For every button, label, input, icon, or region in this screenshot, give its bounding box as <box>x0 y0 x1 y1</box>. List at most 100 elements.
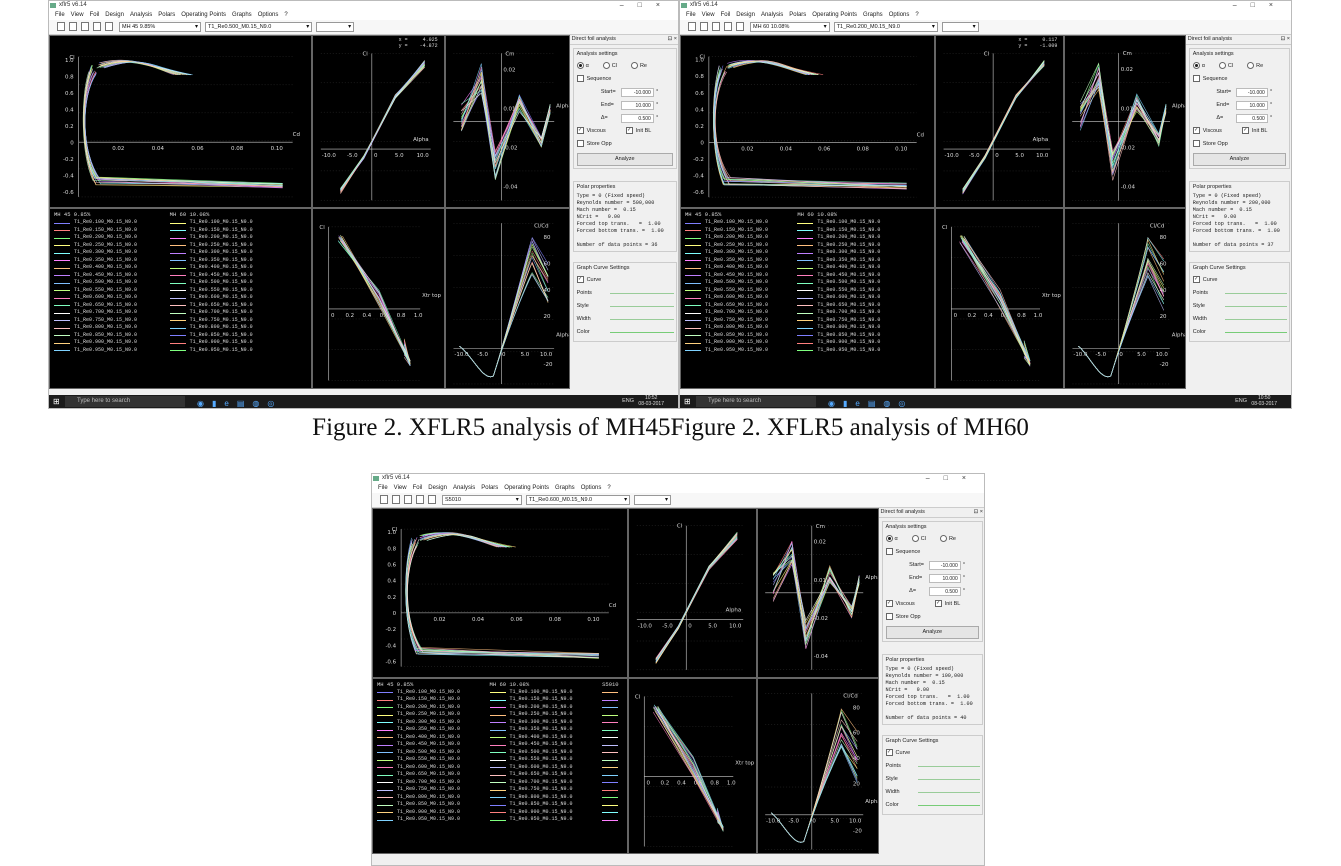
save-icon[interactable] <box>712 22 720 31</box>
legend-row[interactable]: T1_Re0.550_M0.15_N9.0 <box>797 287 880 295</box>
legend-row[interactable] <box>602 801 622 809</box>
taskbar-search-box[interactable]: Type here to search <box>65 396 185 407</box>
radio-alpha[interactable]: α <box>885 535 898 543</box>
legend-row[interactable]: T1_Re0.250_M0.15_N9.0 <box>797 242 880 250</box>
legend-row[interactable]: T1_Re0.300_M0.15_N9.0 <box>685 249 768 257</box>
legend-row[interactable]: T1_Re0.400_M0.15_N9.0 <box>797 264 880 272</box>
sequence-checkbox[interactable] <box>576 75 584 83</box>
system-tray[interactable]: ENG <box>1235 395 1247 408</box>
legend-row[interactable]: T1_Re0.900_M0.15_N9.0 <box>169 339 253 347</box>
start-icon[interactable]: ⊞ <box>53 397 60 406</box>
new-file-icon[interactable] <box>57 22 65 31</box>
width-row[interactable]: Width <box>577 313 674 326</box>
legend-row[interactable]: T1_Re0.400_M0.15_N9.0 <box>489 734 573 742</box>
legend-row[interactable]: T1_Re0.300_M0.15_N9.0 <box>489 719 573 727</box>
store-opp-checkbox[interactable] <box>576 140 584 148</box>
polar-select[interactable]: T1_Re0.600_M0.15_N9.0 <box>525 495 631 505</box>
analyze-button[interactable]: Analyze <box>1192 153 1286 166</box>
legend-row[interactable]: T1_Re0.450_M0.15_N9.0 <box>169 272 253 280</box>
open-file-icon[interactable] <box>69 22 77 31</box>
legend-row[interactable]: T1_Re0.500_M0.15_N9.0 <box>797 279 880 287</box>
legend-row[interactable]: T1_Re0.200_M0.15_N9.0 <box>797 234 880 242</box>
polar-select[interactable]: T1_Re0.200_M0.15_N9.0 <box>833 22 938 32</box>
legend-row[interactable]: T1_Re0.650_M0.15_N9.0 <box>169 302 253 310</box>
legend-row[interactable] <box>602 696 622 704</box>
save-icon[interactable] <box>81 22 89 31</box>
legend-row[interactable] <box>602 734 622 742</box>
opp-select[interactable] <box>634 495 672 505</box>
radio-re-button[interactable] <box>630 62 638 70</box>
menu-item-view[interactable]: View <box>393 485 407 491</box>
foil-direct-icon[interactable] <box>416 495 424 504</box>
legend-row[interactable]: T1_Re0.200_M0.15_N9.0 <box>54 234 137 242</box>
polar-graph[interactable]: Cl Cd 0.02 0.04 0.06 0.08 0.10 1.0 0.8 0.6 0.4 0.2 0… <box>680 35 936 209</box>
system-tray[interactable]: ENG <box>622 395 634 408</box>
legend-row[interactable]: T1_Re0.250_M0.15_N9.0 <box>685 242 768 250</box>
menu-item-options[interactable]: Options <box>888 12 910 18</box>
delta-input[interactable]: 0.500 <box>1235 114 1268 123</box>
radio-cl-button[interactable] <box>1218 62 1226 70</box>
menu-item-view[interactable]: View <box>70 12 84 18</box>
legend-row[interactable]: T1_Re0.150_M0.15_N9.0 <box>54 227 137 235</box>
curve-checkbox[interactable]: ✓ <box>885 749 893 757</box>
clcd-graph[interactable]: Cl/CdAlpha80604020-20-10.0-5.005.010.0 <box>756 677 879 854</box>
legend-row[interactable]: T1_Re0.550_M0.15_N9.0 <box>377 756 460 764</box>
legend-row[interactable]: T1_Re0.850_M0.15_N9.0 <box>54 332 137 340</box>
style-row[interactable]: Style <box>1193 300 1288 313</box>
legend-row[interactable]: T1_Re0.350_M0.15_N9.0 <box>377 726 460 734</box>
foil-select[interactable]: MH 45 9.85% <box>119 22 202 32</box>
legend-row[interactable]: T1_Re0.550_M0.15_N9.0 <box>169 287 253 295</box>
legend-row[interactable]: T1_Re0.500_M0.15_N9.0 <box>685 279 768 287</box>
legend-row[interactable]: T1_Re0.150_M0.15_N9.0 <box>377 696 460 704</box>
radio-alpha[interactable]: α <box>1192 62 1205 70</box>
radio-re-button[interactable] <box>939 535 947 543</box>
store-opp-checkbox[interactable] <box>885 613 893 621</box>
window-controls[interactable]: –□× <box>619 2 674 9</box>
window-controls[interactable]: –□× <box>925 475 980 482</box>
foil-direct-icon[interactable] <box>724 22 732 31</box>
legend-row[interactable]: T1_Re0.250_M0.15_N9.0 <box>377 711 460 719</box>
radio-re[interactable]: Re <box>1247 62 1263 70</box>
legend-row[interactable]: T1_Re0.450_M0.15_N9.0 <box>797 272 880 280</box>
menu-item-operatingpoints[interactable]: Operating Points <box>812 12 857 18</box>
start-icon[interactable]: ⊞ <box>684 397 691 406</box>
legend-row[interactable]: T1_Re0.500_M0.15_N9.0 <box>169 279 253 287</box>
legend-row[interactable]: T1_Re0.500_M0.15_N9.0 <box>489 749 573 757</box>
panel-close-icon[interactable]: ⊡ × <box>667 36 677 42</box>
legend-row[interactable]: T1_Re0.200_M0.15_N9.0 <box>377 704 460 712</box>
legend-row[interactable]: T1_Re0.950_M0.15_N9.0 <box>54 347 137 355</box>
menu-item-graphs[interactable]: Graphs <box>863 12 883 18</box>
menu-item-analysis[interactable]: Analysis <box>129 12 153 18</box>
sequence-checkbox[interactable] <box>885 548 893 556</box>
start-input[interactable]: -10.000 <box>928 561 961 570</box>
legend-row[interactable]: T1_Re0.700_M0.15_N9.0 <box>489 779 573 787</box>
delta-input[interactable]: 0.500 <box>928 587 961 596</box>
legend-row[interactable]: T1_Re0.400_M0.15_N9.0 <box>685 264 768 272</box>
legend-row[interactable]: T1_Re0.950_M0.15_N9.0 <box>685 347 768 355</box>
sequence-checkbox[interactable] <box>1192 75 1200 83</box>
legend-row[interactable]: T1_Re0.100_M0.15_N9.0 <box>169 219 253 227</box>
width-row[interactable]: Width <box>886 786 981 799</box>
legend-row[interactable]: T1_Re0.750_M0.15_N9.0 <box>54 317 137 325</box>
menu-item-foil[interactable]: Foil <box>89 12 100 18</box>
menu-item-operatingpoints[interactable]: Operating Points <box>504 485 549 491</box>
radio-alpha[interactable]: α <box>576 62 589 70</box>
radio-re-button[interactable] <box>1247 62 1255 70</box>
legend-row[interactable]: T1_Re0.700_M0.15_N9.0 <box>169 309 253 317</box>
menu-item-analysis[interactable]: Analysis <box>452 485 476 491</box>
radio-alpha-button[interactable] <box>885 535 893 543</box>
legend-row[interactable]: T1_Re0.900_M0.15_N9.0 <box>489 809 573 817</box>
menu-item-file[interactable]: File <box>55 12 65 18</box>
legend-row[interactable]: T1_Re0.800_M0.15_N9.0 <box>685 324 768 332</box>
style-row[interactable]: Style <box>886 773 981 786</box>
legend-row[interactable]: T1_Re0.650_M0.15_N9.0 <box>377 771 460 779</box>
polar-graph[interactable]: Cl Cd 0.02 0.04 0.06 0.08 0.10 1.0 0.8 0.6 0.4 0.2 0… <box>49 35 312 209</box>
legend-row[interactable]: T1_Re0.200_M0.15_N9.0 <box>685 234 768 242</box>
menu-item-analysis[interactable]: Analysis <box>760 12 784 18</box>
legend-row[interactable] <box>602 809 622 817</box>
start-input[interactable]: -10.000 <box>1235 88 1268 97</box>
end-input[interactable]: 10.000 <box>1235 101 1268 110</box>
legend-row[interactable]: T1_Re0.300_M0.15_N9.0 <box>377 719 460 727</box>
legend-row[interactable] <box>602 779 622 787</box>
points-row[interactable]: Points <box>577 287 674 300</box>
